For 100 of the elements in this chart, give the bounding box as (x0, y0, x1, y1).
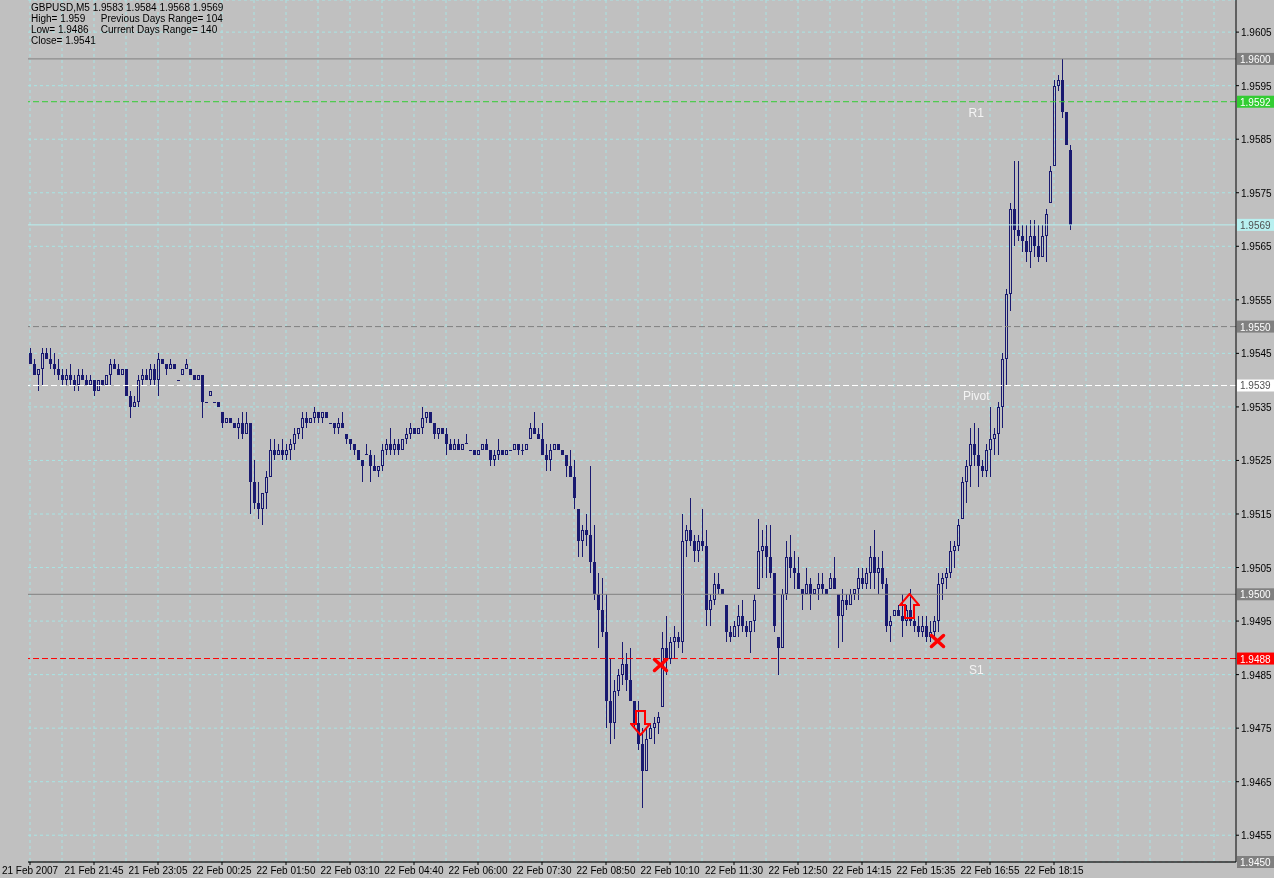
candlestick (793, 550, 796, 590)
candlestick (425, 412, 428, 424)
candlestick (345, 434, 348, 445)
annotation: Previous Days Range= 104 (100, 13, 223, 24)
annotation: Close= 1.9541 (31, 35, 96, 46)
candlestick (489, 450, 492, 467)
candlestick (257, 481, 260, 520)
candlestick (481, 444, 484, 450)
candlestick (965, 459, 968, 504)
candlestick (69, 363, 72, 386)
candlestick (953, 540, 956, 569)
candlestick (773, 573, 776, 633)
candlestick (925, 615, 928, 643)
candlestick (477, 450, 480, 455)
x-tick-label: 22 Feb 18:15 (1024, 865, 1084, 876)
candlestick (829, 572, 832, 589)
x-tick-label: 22 Feb 01:50 (256, 865, 316, 876)
candlestick (613, 679, 616, 740)
candlestick (565, 455, 568, 478)
candlestick (73, 374, 76, 392)
candlestick (825, 589, 828, 594)
candlestick (85, 374, 88, 385)
candlestick (421, 406, 424, 435)
candlestick (445, 427, 448, 456)
annotation: High= 1.959 (31, 13, 86, 24)
candlestick (1041, 224, 1044, 257)
y-tick-label: 1.9535 (1241, 401, 1273, 413)
candlestick (145, 368, 148, 380)
candlestick (429, 412, 432, 423)
candlestick (921, 615, 924, 638)
y-tick-label: 1.9555 (1241, 294, 1273, 306)
candlestick (753, 593, 756, 633)
candlestick (541, 422, 544, 455)
candlestick (589, 465, 592, 574)
candlestick (1029, 219, 1032, 269)
x-tick-label: 22 Feb 12:50 (768, 865, 828, 876)
candlestick (269, 438, 272, 477)
candlestick (105, 375, 108, 385)
annotation: 1.9500 (1240, 589, 1272, 601)
candlestick (453, 438, 456, 450)
candlestick (625, 652, 628, 692)
x-tick-label: 22 Feb 11:30 (704, 865, 764, 876)
candlestick (353, 444, 356, 456)
candlestick (1061, 58, 1064, 119)
candlestick (377, 466, 380, 478)
x-tick-label: 22 Feb 04:40 (384, 865, 444, 876)
candlestick (361, 460, 364, 483)
candlestick (233, 423, 236, 428)
candlestick (993, 427, 996, 456)
candlestick (169, 358, 172, 369)
candlestick (141, 368, 144, 386)
candlestick (713, 572, 716, 606)
candlestick (229, 418, 232, 423)
candlestick (297, 428, 300, 440)
candlestick (865, 567, 868, 590)
candlestick (1045, 208, 1048, 263)
candlestick (597, 572, 600, 649)
candlestick (465, 433, 468, 444)
candlestick (985, 443, 988, 478)
candlestick (293, 427, 296, 451)
candlestick (373, 454, 376, 471)
candlestick (409, 422, 412, 440)
candlestick (821, 572, 824, 595)
annotation: Current Days Range= 140 (100, 24, 219, 35)
candlestick (497, 438, 500, 461)
candlestick (877, 556, 880, 595)
candlestick (897, 604, 900, 616)
candlestick (609, 658, 612, 745)
y-tick-label: 1.9605 (1241, 27, 1273, 39)
candlestick (973, 422, 976, 467)
candlestick (989, 406, 992, 478)
candlestick (237, 417, 240, 440)
candlestick (577, 509, 580, 558)
candlestick (629, 647, 632, 701)
y-tick-label: 1.9485 (1241, 669, 1273, 681)
candlestick (881, 550, 884, 590)
candlestick (741, 599, 744, 633)
candlestick (769, 524, 772, 579)
candlestick (1049, 165, 1052, 203)
candlestick (385, 438, 388, 456)
candlestick (461, 444, 464, 450)
candlestick (817, 572, 820, 601)
candlestick (165, 364, 168, 376)
candlestick (33, 358, 36, 375)
candlestick (277, 443, 280, 455)
candlestick (221, 412, 224, 429)
annotation: 1.9450 (1240, 857, 1272, 868)
candlestick (1025, 224, 1028, 263)
candlestick (241, 411, 244, 440)
y-tick-label: 1.9505 (1241, 562, 1273, 574)
candlestick (1065, 112, 1068, 145)
candlestick (593, 524, 596, 601)
y-tick-label: 1.9565 (1241, 241, 1273, 253)
x-tick-label: 22 Feb 06:00 (448, 865, 508, 876)
annotation: 1.9569 (1240, 219, 1272, 231)
candlestick (413, 428, 416, 434)
candlestick (553, 444, 556, 450)
candlestick (485, 438, 488, 450)
candlestick (1017, 160, 1020, 242)
candlestick (641, 727, 644, 809)
